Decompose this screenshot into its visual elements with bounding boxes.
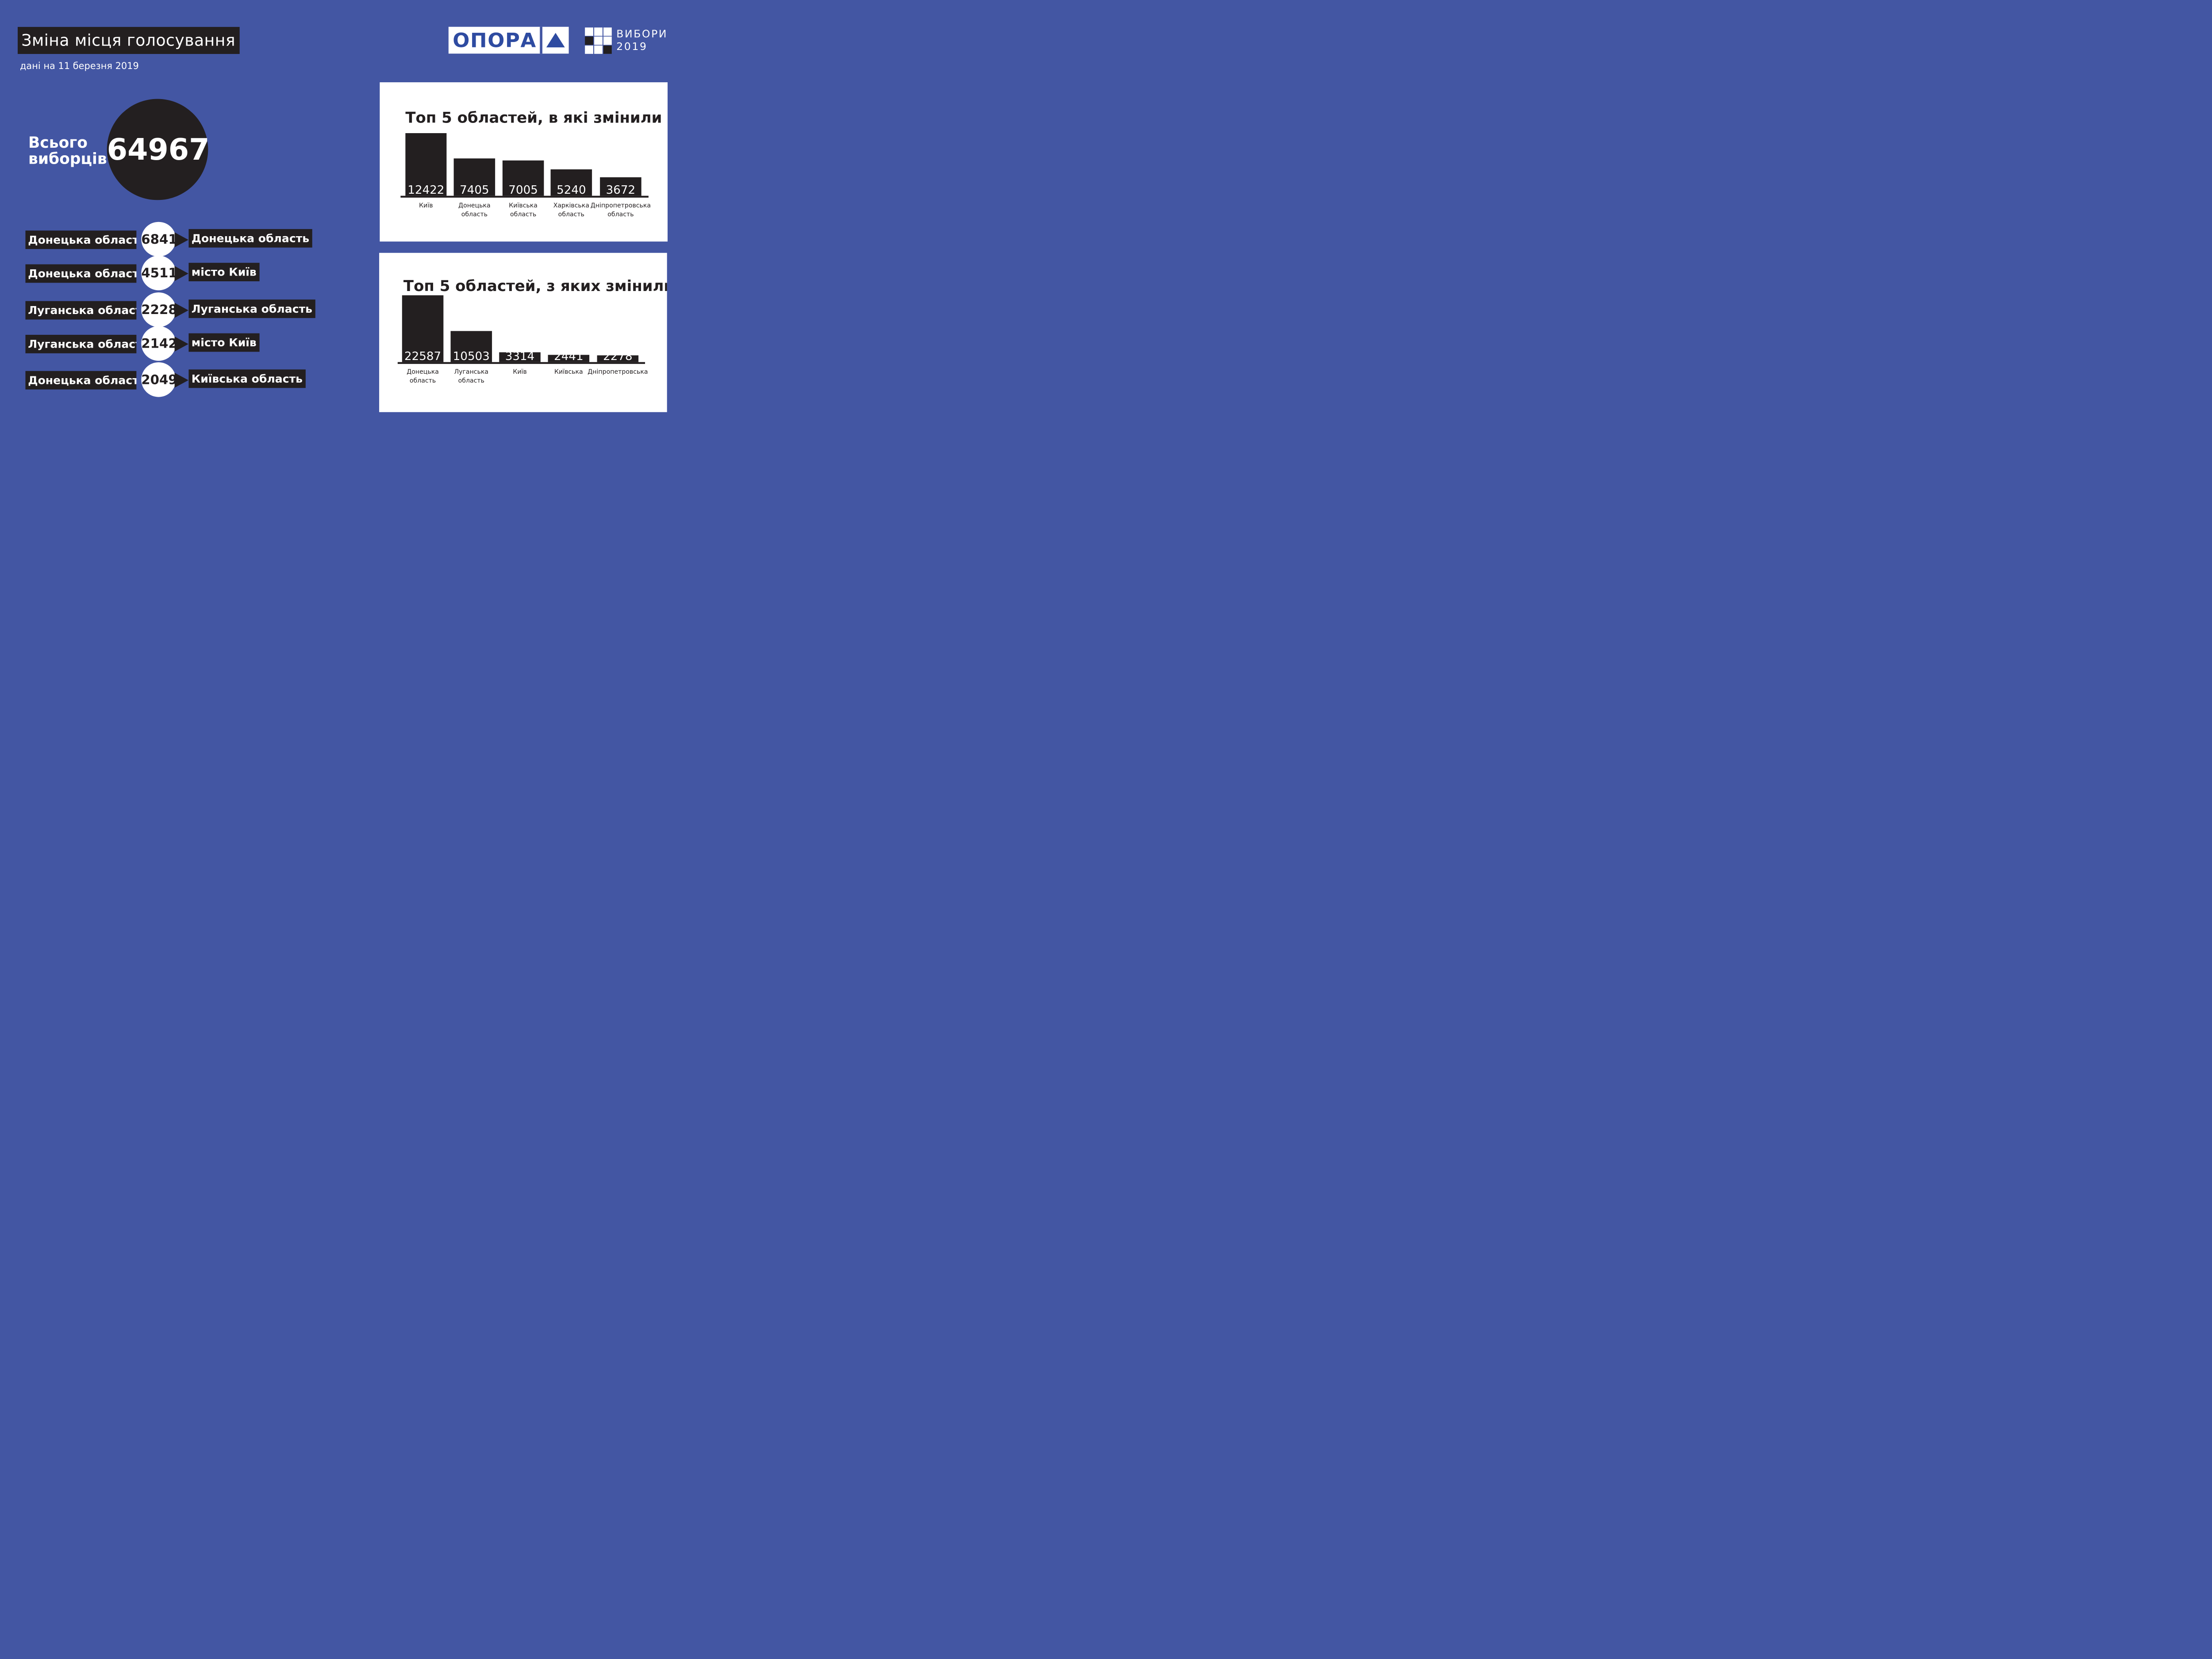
bar bbox=[402, 295, 444, 362]
page-title: Зміна місця голосування bbox=[17, 27, 240, 54]
category-label: Київська bbox=[509, 202, 538, 209]
flow-value: 6841 bbox=[141, 222, 177, 257]
data-label: 3672 bbox=[606, 184, 635, 197]
bar bbox=[550, 169, 592, 196]
bar bbox=[453, 158, 495, 196]
opora-logo: ОПОРА bbox=[448, 27, 569, 54]
category-label: Дніпропетровська bbox=[588, 368, 648, 375]
vybory-line2: 2019 bbox=[616, 40, 648, 53]
flow-from: Луганська область bbox=[25, 301, 137, 320]
chart-title: Топ 5 областей, в які змінили bbox=[405, 109, 662, 127]
data-label: 5240 bbox=[557, 184, 586, 197]
bar bbox=[600, 177, 641, 196]
grid-cell bbox=[585, 36, 593, 45]
category-label: область bbox=[410, 377, 436, 384]
flow-to: Донецька область bbox=[188, 229, 312, 248]
vybory-logo-text: ВИБОРИ 2019 bbox=[616, 28, 668, 53]
category-label: Київська bbox=[554, 368, 583, 375]
flow-from: Луганська область bbox=[25, 334, 137, 353]
arrow-right-icon bbox=[174, 303, 188, 318]
flow-row: Луганська область 2228 Луганська область bbox=[0, 292, 315, 328]
vybory-line1: ВИБОРИ bbox=[616, 27, 668, 40]
page-subtitle: дані на 11 березня 2019 bbox=[19, 60, 139, 71]
category-label: Київ bbox=[513, 368, 526, 375]
arrow-right-icon bbox=[174, 372, 188, 388]
infographic: Зміна місця голосування дані на 11 берез… bbox=[0, 0, 694, 433]
category-label: область bbox=[458, 377, 484, 384]
total-label-line2: виборців bbox=[28, 149, 107, 168]
grid-cell bbox=[603, 27, 612, 36]
grid-cell bbox=[594, 27, 603, 36]
flow-value: 2228 bbox=[141, 292, 177, 327]
category-label: Харківська bbox=[553, 202, 589, 209]
flow-row: Донецька область 4511 місто Київ bbox=[0, 255, 306, 291]
baseline bbox=[397, 362, 645, 364]
bar bbox=[548, 355, 590, 362]
flow-value: 2049 bbox=[141, 362, 177, 397]
bar bbox=[405, 133, 447, 196]
arrow-right-icon bbox=[174, 232, 188, 248]
grid-cell bbox=[585, 45, 593, 54]
category-label: Донецька bbox=[407, 368, 439, 375]
category-label: Дніпропетровська bbox=[591, 202, 651, 209]
grid-cell bbox=[603, 45, 612, 54]
data-label: 2278 bbox=[603, 350, 633, 363]
total-value: 64967 bbox=[107, 132, 210, 167]
flow-from: Донецька область bbox=[25, 371, 137, 390]
category-label: область bbox=[461, 211, 488, 218]
grid-cell bbox=[594, 36, 603, 45]
data-label: 2441 bbox=[554, 350, 584, 363]
opora-logo-divider bbox=[540, 27, 543, 54]
flow-from: Донецька область bbox=[25, 230, 137, 249]
grid-cell bbox=[585, 27, 593, 36]
chart-panel-from: Топ 5 областей, з яких змінили 22587 Донец… bbox=[379, 253, 667, 412]
flow-to: місто Київ bbox=[188, 333, 260, 352]
chart-panel-to: Топ 5 областей, в які змінили 12422 Київ 74… bbox=[380, 82, 668, 242]
flow-to: Луганська область bbox=[188, 299, 315, 318]
baseline bbox=[400, 195, 649, 198]
total-label: Всього виборців bbox=[28, 134, 107, 166]
data-label: 3314 bbox=[505, 350, 535, 363]
category-label: область bbox=[510, 211, 536, 218]
bar bbox=[502, 160, 544, 196]
bar-chart-from: Топ 5 областей, з яких змінили 22587 Донец… bbox=[397, 277, 667, 384]
flow-to: Київська область bbox=[188, 369, 306, 388]
bar-chart-to: Топ 5 областей, в які змінили 12422 Київ 74… bbox=[400, 109, 662, 218]
data-label: 12422 bbox=[407, 184, 444, 197]
triangle-icon bbox=[546, 33, 565, 48]
bar bbox=[597, 355, 639, 362]
category-label: Луганська bbox=[454, 368, 489, 375]
flow-row: Донецька область 2049 Київська область bbox=[0, 362, 306, 398]
bar bbox=[450, 331, 492, 362]
category-label: область bbox=[558, 211, 584, 218]
data-label: 7005 bbox=[508, 184, 538, 197]
total-circle: 64967 bbox=[107, 99, 210, 200]
data-label: 7405 bbox=[460, 184, 489, 197]
grid-icon bbox=[585, 27, 612, 54]
flow-value: 4511 bbox=[141, 255, 177, 291]
flow-value: 2142 bbox=[141, 326, 177, 361]
category-label: Київ bbox=[419, 202, 433, 209]
data-label: 22587 bbox=[404, 350, 441, 363]
flow-to: місто Київ bbox=[188, 263, 260, 282]
category-label: Донецька bbox=[458, 202, 491, 209]
arrow-right-icon bbox=[174, 336, 188, 352]
chart-title: Топ 5 областей, з яких змінили bbox=[403, 277, 667, 295]
opora-logo-text: ОПОРА bbox=[453, 28, 537, 52]
flow-from: Донецька область bbox=[25, 264, 137, 283]
grid-cell bbox=[603, 36, 612, 45]
total-label-line1: Всього bbox=[28, 134, 88, 152]
grid-cell bbox=[594, 45, 603, 54]
arrow-right-icon bbox=[174, 266, 188, 281]
flow-row: Донецька область 6841 Донецька область bbox=[0, 222, 312, 258]
flow-row: Луганська область 2142 місто Київ bbox=[0, 326, 306, 362]
category-label: область bbox=[607, 211, 634, 218]
data-label: 10503 bbox=[453, 350, 490, 363]
bar bbox=[499, 352, 541, 362]
